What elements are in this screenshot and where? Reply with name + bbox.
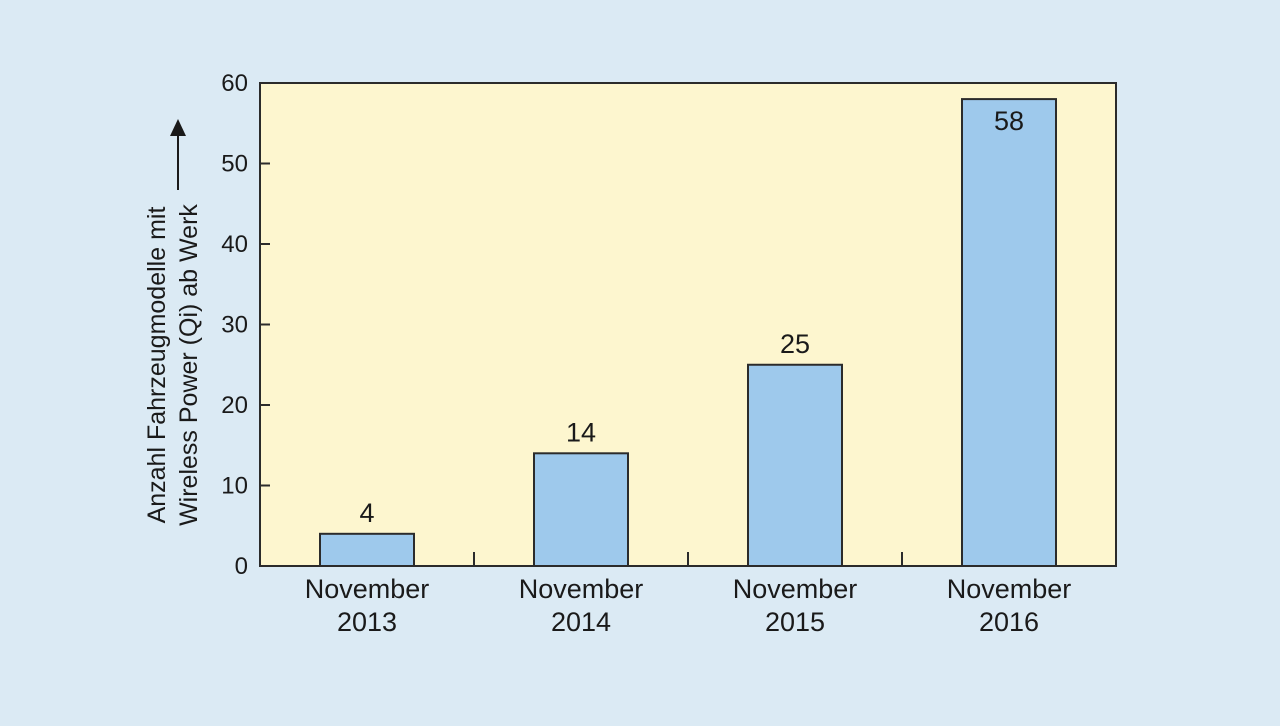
x-category-label-1-line-1: 2014	[551, 607, 611, 637]
bar-3	[961, 98, 1057, 567]
y-tick-label-0: 0	[235, 553, 248, 580]
y-tick-label-3: 30	[221, 312, 248, 339]
bar-1	[533, 452, 629, 567]
x-category-label-1: November 2014	[519, 574, 644, 637]
bar-2	[747, 363, 843, 567]
bars-group: 4 14 25 58	[319, 98, 1057, 567]
y-axis-title-line-1: Wireless Power (Qi) ab Werk	[175, 204, 203, 526]
x-category-label-2-line-1: 2015	[765, 607, 825, 637]
data-label-2: 25	[780, 329, 810, 359]
y-axis: 0 10 20 30 40 50 60	[221, 70, 270, 580]
y-tick-label-4: 40	[221, 231, 248, 258]
x-category-label-2: November 2015	[733, 574, 858, 637]
x-category-label-0: November 2013	[305, 574, 430, 637]
y-axis-title-group: Anzahl Fahrzeugmodelle mit Wireless Power…	[143, 119, 203, 526]
data-label-3: 58	[994, 106, 1024, 136]
data-label-1: 14	[566, 417, 596, 447]
x-category-label-3-line-1: 2016	[979, 607, 1039, 637]
data-label-0: 4	[359, 498, 374, 528]
x-category-label-0-line-0: November	[305, 574, 430, 604]
x-category-label-2-line-0: November	[733, 574, 858, 604]
x-category-label-3: November 2016	[947, 574, 1072, 637]
y-tick-label-6: 60	[221, 70, 248, 97]
y-tick-label-2: 20	[221, 392, 248, 419]
x-category-label-0-line-1: 2013	[337, 607, 397, 637]
x-category-label-1-line-0: November	[519, 574, 644, 604]
x-tick-marks	[473, 552, 903, 566]
y-axis-title-line-0: Anzahl Fahrzeugmodelle mit	[143, 207, 171, 524]
y-tick-label-5: 50	[221, 151, 248, 178]
x-category-label-3-line-0: November	[947, 574, 1072, 604]
bar-0	[319, 532, 415, 567]
y-tick-label-1: 10	[221, 473, 248, 500]
y-axis-arrow-head	[170, 119, 186, 136]
